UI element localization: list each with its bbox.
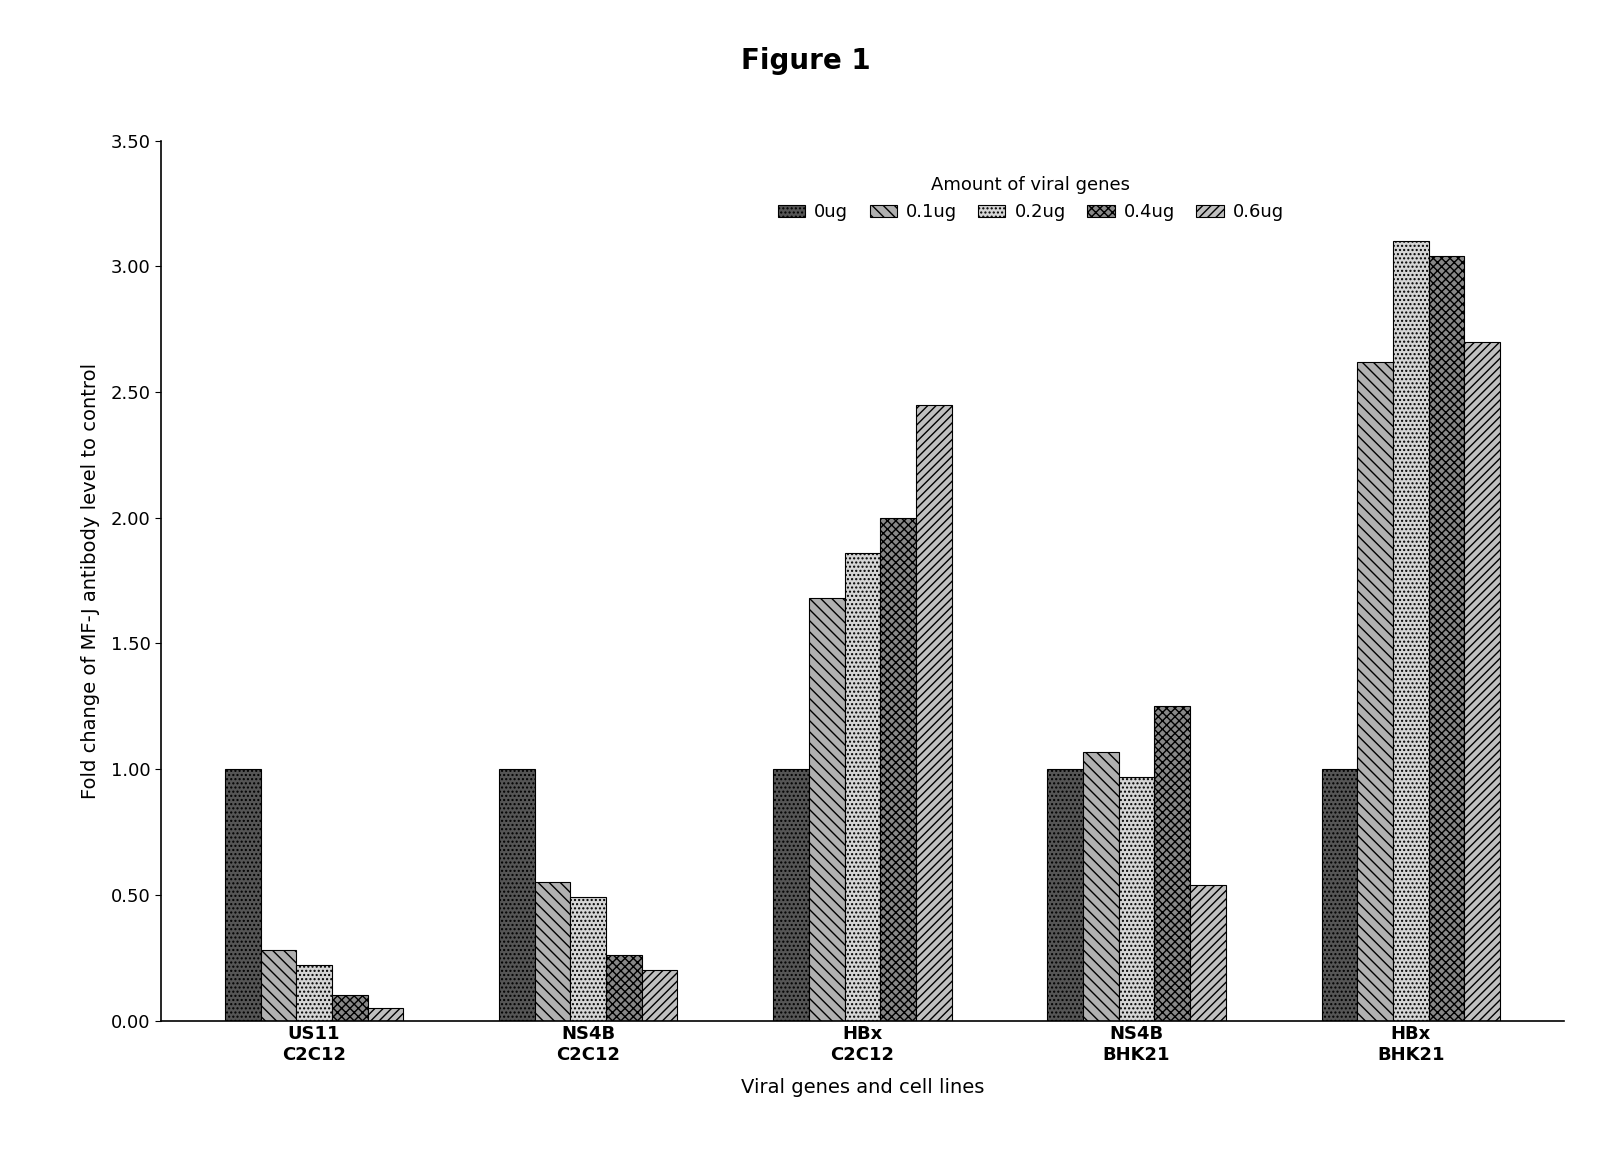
- X-axis label: Viral genes and cell lines: Viral genes and cell lines: [742, 1078, 983, 1097]
- Bar: [1357, 362, 1393, 1021]
- Legend: 0ug, 0.1ug, 0.2ug, 0.4ug, 0.6ug: 0ug, 0.1ug, 0.2ug, 0.4ug, 0.6ug: [769, 168, 1293, 230]
- Bar: [1464, 341, 1499, 1021]
- Bar: [500, 769, 535, 1021]
- Bar: [571, 897, 606, 1021]
- Bar: [774, 769, 809, 1021]
- Bar: [1083, 752, 1119, 1021]
- Bar: [332, 996, 368, 1021]
- Bar: [1048, 769, 1083, 1021]
- Bar: [845, 552, 880, 1021]
- Bar: [880, 517, 916, 1021]
- Bar: [809, 598, 845, 1021]
- Bar: [1154, 706, 1190, 1021]
- Bar: [642, 970, 677, 1021]
- Bar: [1119, 777, 1154, 1021]
- Bar: [916, 405, 951, 1021]
- Y-axis label: Fold change of MF-J antibody level to control: Fold change of MF-J antibody level to co…: [81, 362, 100, 799]
- Text: Figure 1: Figure 1: [742, 47, 870, 75]
- Bar: [1322, 769, 1357, 1021]
- Bar: [606, 955, 642, 1021]
- Bar: [1393, 242, 1428, 1021]
- Bar: [368, 1008, 403, 1021]
- Bar: [535, 882, 571, 1021]
- Bar: [1190, 884, 1225, 1021]
- Bar: [1428, 257, 1464, 1021]
- Bar: [226, 769, 261, 1021]
- Bar: [297, 965, 332, 1021]
- Bar: [261, 950, 297, 1021]
